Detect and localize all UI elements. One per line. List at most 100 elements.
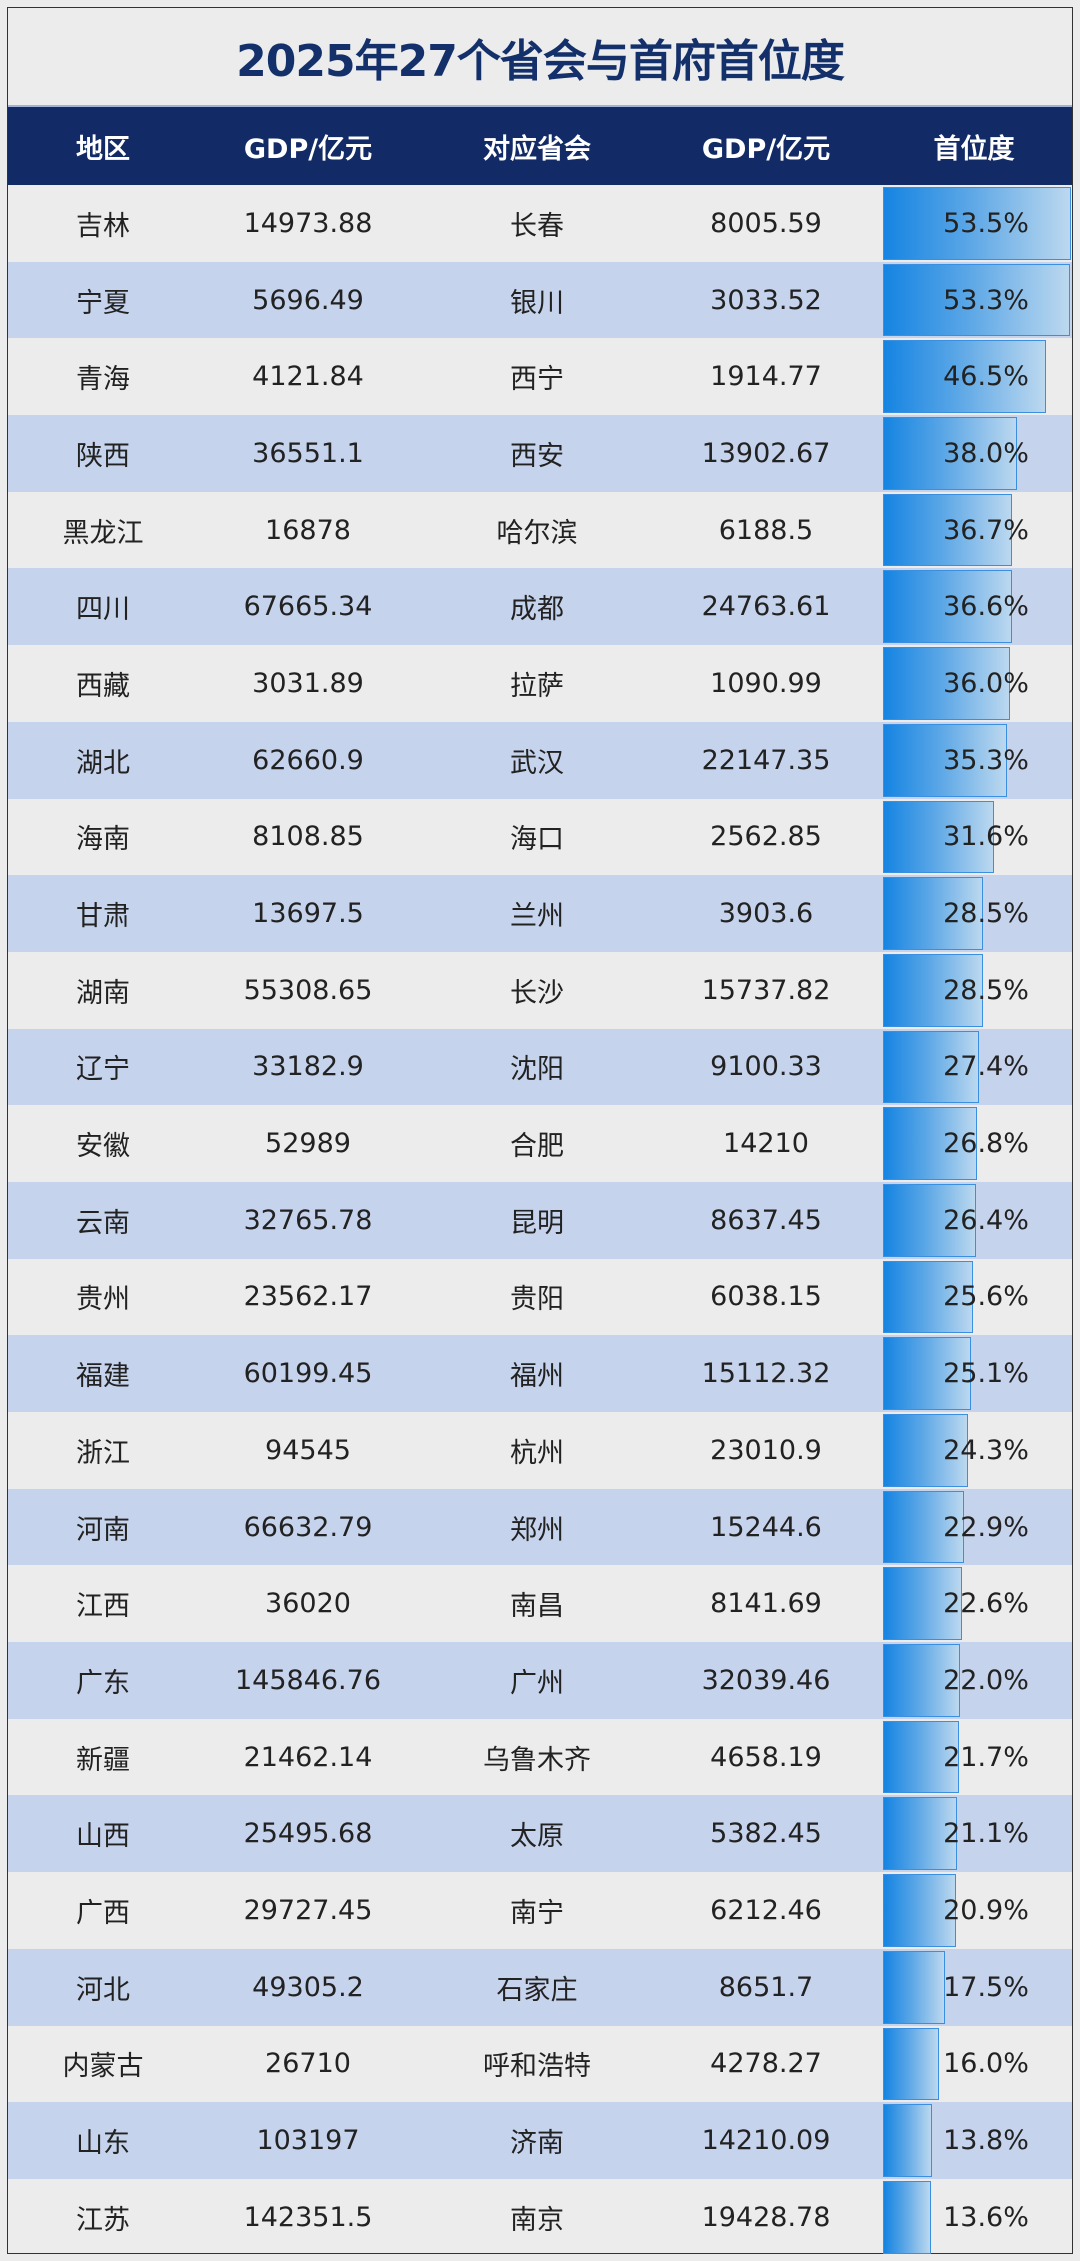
cell-capital-gdp: 15737.82 (701, 974, 831, 1006)
primacy-value: 21.7% (943, 1741, 1029, 1773)
cell-region: 内蒙古 (62, 2051, 144, 2083)
table-row: 河北 49305.2 石家庄 8651.7 17.5% (8, 1948, 1072, 2026)
cell-primacy: 22.6% (883, 1567, 1071, 1641)
primacy-data-bar (883, 1567, 963, 1641)
cell-province-gdp: 60199.45 (243, 1358, 373, 1390)
primacy-data-bar (883, 1183, 976, 1257)
primacy-data-bar (883, 953, 984, 1027)
cell-capital: 太原 (510, 1821, 564, 1853)
cell-province-gdp: 62660.9 (252, 744, 364, 776)
cell-region: 辽宁 (76, 1054, 130, 1086)
primacy-data-bar (883, 2180, 931, 2254)
primacy-value: 36.6% (943, 591, 1029, 623)
cell-capital-gdp: 24763.61 (701, 591, 831, 623)
primacy-data-bar (883, 1490, 964, 1564)
primacy-data-bar (883, 1797, 958, 1871)
cell-capital-gdp: 13902.67 (701, 437, 831, 469)
cell-capital-gdp: 8141.69 (710, 1588, 822, 1620)
cell-region: 江西 (76, 1591, 130, 1623)
primacy-data-bar (883, 1950, 945, 2024)
cell-region: 广东 (76, 1667, 130, 1699)
cell-capital: 长春 (510, 210, 564, 242)
table-row: 青海 4121.84 西宁 1914.77 46.5% (8, 338, 1072, 415)
cell-province-gdp: 25495.68 (243, 1818, 373, 1850)
cell-capital-gdp: 6188.5 (718, 514, 814, 546)
primacy-data-bar (883, 1720, 960, 1794)
cell-primacy: 21.7% (883, 1720, 1071, 1794)
primacy-data-bar (883, 263, 1071, 337)
header-region: 地区 (76, 133, 130, 165)
cell-capital: 合肥 (510, 1131, 564, 1163)
cell-province-gdp: 36551.1 (252, 437, 364, 469)
cell-capital: 福州 (510, 1361, 564, 1393)
table-row: 内蒙古 26710 呼和浩特 4278.27 16.0% (8, 2026, 1072, 2103)
primacy-value: 22.6% (943, 1588, 1029, 1620)
cell-primacy: 28.5% (883, 953, 1071, 1027)
table-row: 山东 103197 济南 14210.09 13.8% (8, 2102, 1072, 2179)
cell-region: 甘肃 (76, 901, 130, 933)
cell-capital-gdp: 23010.9 (710, 1434, 822, 1466)
cell-region: 吉林 (76, 210, 130, 242)
cell-primacy: 26.4% (883, 1183, 1071, 1257)
primacy-data-bar (883, 2027, 940, 2101)
primacy-value: 20.9% (943, 1894, 1029, 1926)
primacy-value: 26.8% (943, 1128, 1029, 1160)
table-row: 辽宁 33182.9 沈阳 9100.33 27.4% (8, 1028, 1072, 1106)
cell-region: 广西 (76, 1897, 130, 1929)
cell-primacy: 53.3% (883, 263, 1071, 337)
primacy-value: 28.5% (943, 974, 1029, 1006)
cell-province-gdp: 14973.88 (243, 207, 373, 239)
primacy-value: 26.4% (943, 1204, 1029, 1236)
table-body: 吉林 14973.88 长春 8005.59 53.5% 宁夏 5696.49 银川 3033.… (8, 185, 1072, 2256)
cell-primacy: 22.9% (883, 1490, 1071, 1564)
cell-capital-gdp: 3903.6 (718, 898, 814, 930)
cell-province-gdp: 23562.17 (243, 1281, 373, 1313)
cell-capital: 广州 (510, 1667, 564, 1699)
primacy-data-bar (883, 1337, 972, 1410)
cell-capital: 石家庄 (496, 1974, 578, 2006)
cell-capital-gdp: 3033.52 (710, 284, 822, 316)
table-row: 黑龙江 16878 哈尔滨 6188.5 36.7% (8, 492, 1072, 569)
cell-capital-gdp: 32039.46 (701, 1664, 831, 1696)
cell-region: 湖南 (76, 977, 130, 1009)
cell-province-gdp: 5696.49 (252, 284, 364, 316)
primacy-data-bar (883, 723, 1007, 797)
table-row: 宁夏 5696.49 银川 3033.52 53.3% (8, 261, 1072, 339)
header-province-gdp: GDP/亿元 (243, 133, 373, 165)
cell-capital: 昆明 (510, 1207, 564, 1239)
primacy-value: 17.5% (943, 1971, 1029, 2003)
primacy-data-bar (883, 570, 1012, 644)
cell-region: 青海 (76, 364, 130, 396)
primacy-value: 13.6% (943, 2201, 1029, 2233)
cell-primacy: 36.0% (883, 647, 1071, 720)
cell-capital: 济南 (510, 2128, 564, 2160)
cell-capital: 南宁 (510, 1897, 564, 1929)
cell-capital-gdp: 2562.85 (710, 821, 822, 853)
primacy-value: 22.9% (943, 1511, 1029, 1543)
cell-province-gdp: 33182.9 (252, 1051, 364, 1083)
primacy-data-bar (883, 1874, 957, 1947)
cell-capital: 哈尔滨 (496, 517, 578, 549)
cell-capital: 成都 (510, 594, 564, 626)
primacy-data-bar (883, 1107, 978, 1180)
cell-capital: 沈阳 (510, 1054, 564, 1086)
cell-capital: 贵阳 (510, 1284, 564, 1316)
primacy-value: 21.1% (943, 1818, 1029, 1850)
cell-capital: 西安 (510, 440, 564, 472)
cell-primacy: 25.1% (883, 1337, 1071, 1410)
table-row: 新疆 21462.14 乌鲁木齐 4658.19 21.7% (8, 1719, 1072, 1796)
cell-capital: 拉萨 (510, 670, 564, 702)
primacy-data-bar (883, 1030, 980, 1104)
cell-province-gdp: 67665.34 (243, 591, 373, 623)
primacy-data-bar (883, 340, 1047, 414)
primacy-value: 35.3% (943, 744, 1029, 776)
cell-primacy: 46.5% (883, 340, 1071, 414)
cell-region: 福建 (76, 1361, 130, 1393)
cell-province-gdp: 8108.85 (252, 821, 364, 853)
cell-primacy: 35.3% (883, 723, 1071, 797)
primacy-data-bar (883, 187, 1071, 260)
cell-province-gdp: 103197 (256, 2125, 360, 2157)
cell-capital: 杭州 (510, 1437, 564, 1469)
table-row: 云南 32765.78 昆明 8637.45 26.4% (8, 1181, 1072, 1259)
table-row: 海南 8108.85 海口 2562.85 31.6% (8, 799, 1072, 876)
